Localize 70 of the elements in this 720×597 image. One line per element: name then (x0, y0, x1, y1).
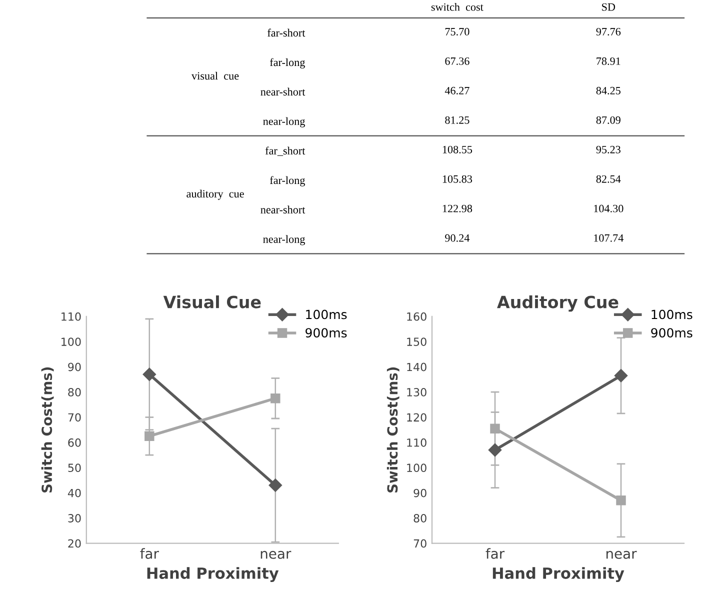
y-tick-label: far-short (268, 28, 306, 37)
x-tick-label: far (486, 548, 505, 559)
y-tick-label: 60 (68, 438, 81, 447)
y-tick-label: 100 (62, 338, 81, 346)
data-label: 108.55 (442, 146, 472, 154)
data-label: 46.27 (444, 86, 470, 94)
data-label: 97.76 (596, 28, 621, 36)
x-tick-label: SD (602, 3, 616, 11)
chart-title: Auditory Cue (497, 295, 618, 312)
x-tick-label: near (606, 550, 637, 559)
data-label: 81.25 (445, 116, 470, 124)
data-label: 78.91 (596, 57, 620, 65)
point (142, 368, 156, 381)
y-tick-label: 140 (407, 362, 426, 372)
data-label: 105.83 (442, 175, 472, 183)
data-label: 87.09 (596, 116, 620, 124)
y-tick-label: near-short (260, 206, 306, 214)
y-tick-label: near-long (263, 117, 305, 128)
x-tick-label: switch cost (431, 2, 484, 11)
legend-label: 900ms (306, 328, 347, 338)
point (268, 478, 282, 492)
x-axis-title: Hand Proximity (147, 567, 279, 582)
y-axis-title: Switch Cost(ms) (41, 367, 54, 492)
y-tick-label: near-short (260, 88, 306, 96)
y-tick-label: far-long (270, 58, 305, 68)
data-label: 82.54 (596, 175, 621, 183)
y-tick-label: 30 (68, 514, 81, 522)
x-tick-label: far (140, 548, 159, 559)
y-tick-label: 100 (407, 464, 426, 472)
y-tick-label: 50 (68, 464, 81, 472)
point (488, 443, 502, 457)
y-tick-label: 90 (68, 362, 81, 372)
data-label: 95.23 (596, 146, 620, 154)
data-label: 122.98 (442, 204, 472, 212)
y-tick-label: 130 (407, 388, 426, 396)
y-tick-label: 40 (68, 488, 81, 498)
point (490, 424, 500, 434)
y-tick-label: 120 (407, 413, 426, 422)
y-tick-label: 160 (407, 312, 426, 321)
chart-title: Visual Cue (163, 295, 261, 308)
data-label: 90.24 (445, 234, 470, 242)
data-label: 107.74 (594, 234, 624, 242)
data-label: 75.70 (445, 28, 470, 36)
x-axis-title: Hand Proximity (492, 567, 624, 582)
y-tick-label: 110 (407, 438, 426, 447)
y-tick-label: 20 (68, 539, 81, 548)
y-tick-label: far_short (265, 146, 306, 156)
text: visual cue (192, 72, 239, 80)
legend-label: 900ms (651, 328, 692, 338)
point (616, 496, 626, 506)
y-tick-label: 110 (62, 312, 81, 321)
y-tick-label: 90 (414, 488, 426, 498)
y-tick-label: 150 (407, 338, 426, 346)
y-tick-label: near-long (263, 235, 305, 246)
y-tick-label: 70 (68, 413, 81, 422)
legend-label: 100ms (306, 310, 347, 320)
x-tick-label: near (260, 550, 292, 559)
data-label: 104.30 (594, 204, 624, 212)
point (614, 369, 628, 382)
legend-label: 100ms (652, 310, 692, 320)
y-tick-label: 70 (414, 539, 426, 548)
y-tick-label: 80 (68, 388, 81, 396)
data-label: 84.25 (596, 86, 620, 94)
y-tick-label: 80 (414, 514, 426, 522)
data-label: 67.36 (445, 57, 470, 65)
point (144, 431, 154, 442)
y-tick-label: far-long (270, 176, 305, 186)
point (270, 393, 280, 404)
y-axis-title: Switch Cost(ms) (386, 367, 400, 492)
text: auditory cue (186, 190, 244, 200)
